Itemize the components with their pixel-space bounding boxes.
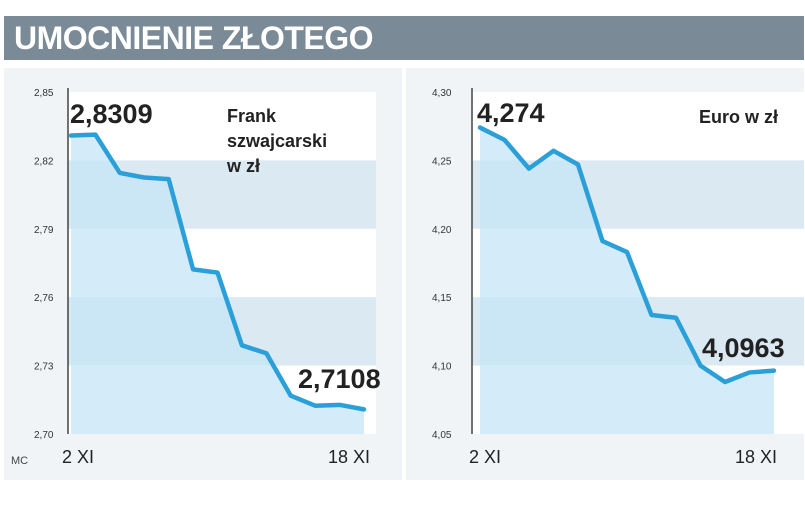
x-tick-label: 2 XI (62, 447, 94, 467)
data-point (264, 351, 268, 355)
data-point (289, 394, 293, 398)
data-point (313, 404, 317, 408)
data-point (69, 134, 73, 138)
y-tick-label: 4,10 (432, 362, 452, 373)
y-tick-label: 4,05 (432, 430, 452, 441)
area-fill (71, 134, 364, 435)
data-point (748, 370, 752, 374)
y-tick-label: 2,73 (34, 362, 54, 373)
start-value-label: 2,8309 (70, 99, 153, 129)
series-title: Frank (227, 106, 277, 126)
y-tick-label: 2,82 (34, 156, 54, 167)
data-point (772, 369, 776, 373)
x-tick-label: 2 XI (469, 447, 501, 467)
series-title: szwajcarski (227, 131, 327, 151)
data-point (650, 313, 654, 317)
series-title: Euro w zł (699, 107, 778, 127)
data-point (527, 167, 531, 171)
data-point (240, 343, 244, 347)
chart-eur: 4,30 4,25 4,20 4,15 4,10 4,05 4,274 4,0963 Euro … (432, 88, 804, 467)
series-line (477, 125, 777, 385)
data-point (503, 138, 507, 142)
y-tick-label: 4,25 (432, 156, 452, 167)
data-point (576, 163, 580, 167)
data-point (142, 176, 146, 180)
data-point (625, 250, 629, 254)
data-point (723, 380, 727, 384)
y-tick-label: 2,85 (34, 88, 54, 99)
data-point (601, 239, 605, 243)
x-tick-label: 18 XI (735, 447, 777, 467)
data-point (552, 149, 556, 153)
credit-label: MC (11, 455, 29, 467)
y-tick-label: 4,20 (432, 225, 452, 236)
data-point (167, 177, 171, 181)
data-point (93, 133, 97, 137)
y-tick-label: 2,79 (34, 225, 54, 236)
y-tick-label: 4,15 (432, 293, 452, 304)
y-tick-label: 2,76 (34, 293, 54, 304)
y-tick-label: 4,30 (432, 88, 452, 99)
data-point (338, 403, 342, 407)
page-title: UMOCNIENIE ZŁOTEGO (14, 20, 374, 56)
y-tick-label: 2,70 (34, 430, 54, 441)
series-title: w zł (226, 156, 260, 176)
chart-chf: 2,85 2,82 2,79 2,76 2,73 2,70 2,8309 2,7108 Fran… (34, 88, 381, 467)
data-point (216, 271, 220, 275)
data-point (362, 407, 366, 411)
data-point (118, 171, 122, 175)
data-point (191, 267, 195, 271)
start-value-label: 4,274 (477, 98, 545, 128)
data-point (699, 364, 703, 368)
series-line (68, 132, 367, 412)
grid-band (68, 92, 376, 161)
chart-panel-chf: 2,85 2,82 2,79 2,76 2,73 2,70 2,8309 2,7108 Fran… (4, 68, 402, 480)
x-tick-label: 18 XI (328, 447, 370, 467)
chart-panel-eur: 4,30 4,25 4,20 4,15 4,10 4,05 4,274 4,0963 Euro … (406, 68, 804, 480)
title-bar: UMOCNIENIE ZŁOTEGO (4, 16, 804, 60)
grid-band (472, 92, 804, 161)
area-fill (480, 127, 774, 435)
data-point (674, 316, 678, 320)
end-value-label: 2,7108 (298, 364, 381, 394)
end-value-label: 4,0963 (702, 333, 785, 363)
